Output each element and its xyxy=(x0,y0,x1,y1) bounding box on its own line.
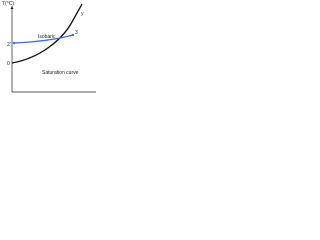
point-label: 2' xyxy=(7,42,11,48)
x-axis-label: y xyxy=(81,11,84,17)
curve-label: Saturation curve xyxy=(42,70,79,76)
point xyxy=(12,41,16,45)
point xyxy=(71,33,75,37)
point-label: 3 xyxy=(75,30,78,36)
point-label: 0 xyxy=(7,61,10,67)
saturation-curve xyxy=(11,3,83,64)
isobaric-curve xyxy=(13,34,74,44)
diagram: T(°C) y Isobaric Saturation curve 2' 3 0 xyxy=(2,1,96,93)
arrow xyxy=(10,6,14,9)
curve-label: Isobaric xyxy=(38,34,56,40)
y-axis-label: T(°C) xyxy=(2,1,14,7)
